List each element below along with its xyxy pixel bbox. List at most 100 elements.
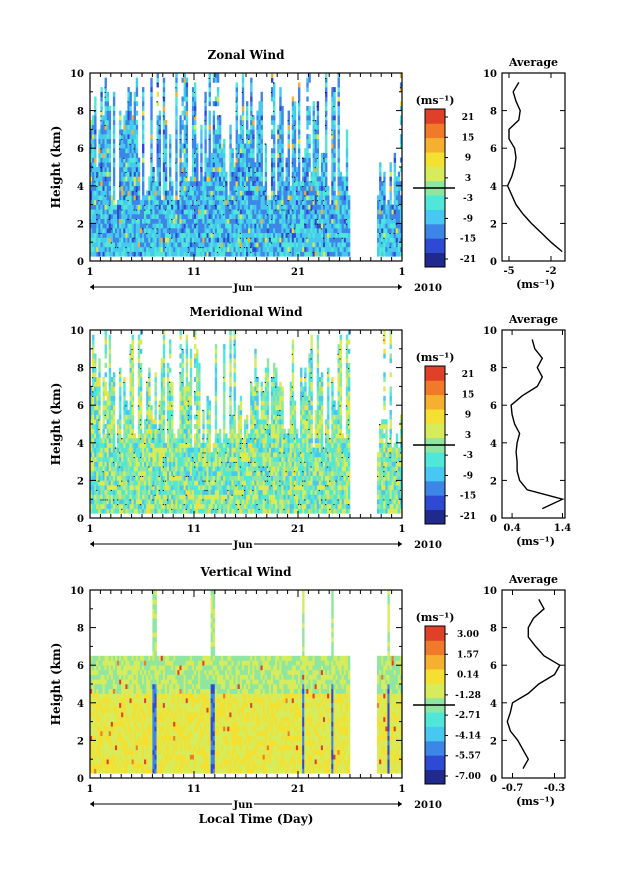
heatmap-cell [90,391,93,397]
heatmap-cell [291,124,295,130]
heatmap-cell [94,358,97,364]
heatmap-cell [262,242,266,248]
heatmap-cell [94,134,97,140]
heatmap-cell [291,105,295,111]
heatmap-cell [144,466,147,472]
heatmap-cell [106,242,110,248]
heatmap-cell [175,148,178,154]
heatmap-cell [254,181,257,187]
heatmap-cell [135,129,139,135]
heatmap-cell [250,157,253,163]
heatmap-cell [144,456,147,462]
heatmap-cell [194,237,197,243]
heatmap-cell [235,134,238,140]
heatmap-cell [164,124,168,130]
heatmap-cell [239,209,243,215]
heatmap-cell [119,148,122,154]
heatmap-cell [291,185,295,191]
heatmap-cell [166,424,170,429]
contour-dot [250,176,252,178]
heatmap-cell [248,214,251,219]
heatmap-cell [298,237,301,243]
heatmap-cell [129,400,132,406]
average-x-tick-label: -2 [545,266,556,277]
heatmap-cell [260,181,263,187]
heatmap-cell [343,190,347,196]
heatmap-cell [131,339,134,345]
heatmap-cell [158,181,162,187]
heatmap-cell [146,195,149,201]
heatmap-cell [162,395,166,401]
contour-dot [270,91,273,93]
heatmap-cell [187,195,191,201]
heatmap-cell [196,181,199,187]
heatmap-cell [379,181,382,187]
heatmap-cell [227,251,230,257]
heatmap-cell [160,372,164,378]
heatmap-cell [125,176,128,182]
heatmap-cell [160,419,164,425]
heatmap-cell [333,237,336,243]
heatmap-cell [129,466,132,472]
heatmap-cell [341,190,345,196]
heatmap-cell [246,167,249,172]
heatmap-cell [298,185,301,191]
heatmap-cell [110,461,114,467]
heatmap-cell [287,143,290,149]
heatmap-cell [395,228,399,234]
heatmap-cell [148,494,151,500]
heatmap-cell [137,485,141,491]
heatmap-cell [210,199,214,205]
heatmap-cell [160,409,164,415]
heatmap-cell [216,77,220,83]
heatmap-cell [90,171,93,177]
heatmap-cell [164,138,168,144]
heatmap-cell [254,228,257,234]
heatmap-cell [250,138,253,144]
heatmap-cell [112,124,116,130]
heatmap-cell [164,148,168,154]
heatmap-cell [204,190,207,196]
heatmap-cell [212,167,216,172]
heatmap-cell [90,223,93,229]
heatmap-cell [98,223,101,229]
heatmap-cell [183,185,186,191]
heatmap-cell [306,138,309,144]
heatmap-cell [100,96,103,102]
heatmap-cell [273,190,276,196]
heatmap-cell [94,485,97,491]
heatmap-cell [90,195,93,201]
heatmap-cell [114,508,118,514]
heatmap-cell [164,167,168,172]
heatmap-cell [208,148,211,154]
heatmap-cell [341,185,345,191]
heatmap-cell [302,237,305,243]
heatmap-cell [231,195,234,201]
contour-dot [291,209,293,211]
heatmap-cell [194,91,197,97]
heatmap-cell [94,447,97,453]
heatmap-cell [90,428,93,434]
heatmap-cell [123,503,126,509]
heatmap-cell [325,124,328,130]
heatmap-cell [275,209,278,215]
heatmap-cell [320,162,324,168]
heatmap-cell [110,246,114,252]
heatmap-cell [264,223,268,229]
heatmap-cell [123,499,126,505]
heatmap-cell [133,162,137,168]
heatmap-cell [379,176,382,182]
heatmap-cell [333,195,336,201]
heatmap-cell [102,167,105,172]
heatmap-cell [191,228,195,234]
heatmap-cell [181,110,184,116]
heatmap-cell [96,377,99,382]
heatmap-cell [279,171,282,177]
heatmap-cell [337,181,340,187]
heatmap-cell [119,115,122,121]
heatmap-cell [98,433,101,439]
heatmap-cell [337,157,340,163]
heatmap-cell [322,223,326,229]
contour-dot [139,475,142,477]
